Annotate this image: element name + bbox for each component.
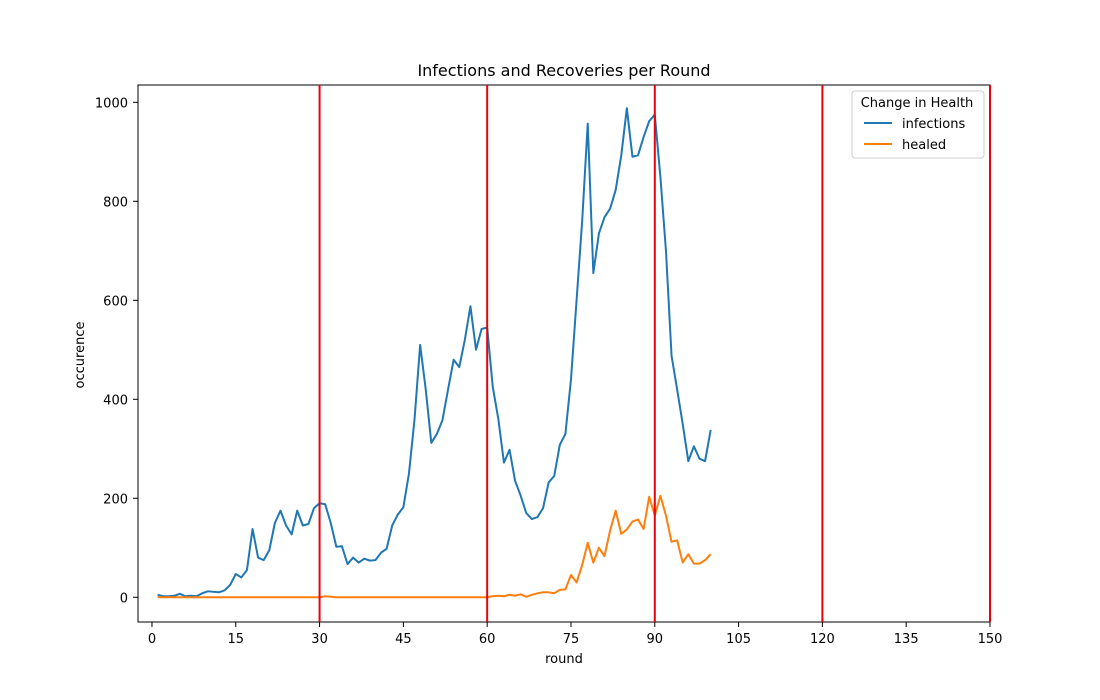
y-tick-label: 0 xyxy=(120,591,128,606)
chart-title: Infections and Recoveries per Round xyxy=(417,61,710,80)
y-tick-label: 800 xyxy=(103,195,128,210)
x-tick-label: 135 xyxy=(894,632,919,647)
series-line-infections xyxy=(157,107,712,598)
legend-title: Change in Health xyxy=(861,96,974,111)
y-tick-label: 600 xyxy=(103,294,128,309)
x-tick-label: 90 xyxy=(647,632,664,647)
x-axis-label: round xyxy=(545,652,583,667)
y-tick-label: 400 xyxy=(103,393,128,408)
legend: Change in Health infections healed xyxy=(851,90,985,159)
legend-label-healed: healed xyxy=(902,138,946,153)
x-tick-label: 120 xyxy=(810,632,835,647)
plot-area: 0 15 30 45 60 75 90 105 120 135 150 0 200 400 600 800 10… xyxy=(95,84,1003,647)
x-tick-label: 60 xyxy=(479,632,496,647)
x-tick-label: 105 xyxy=(726,632,751,647)
y-axis-label: occurence xyxy=(73,322,88,389)
x-tick-label: 45 xyxy=(395,632,412,647)
legend-label-infections: infections xyxy=(902,117,965,132)
x-tick-label: 0 xyxy=(148,632,156,647)
x-tick-label: 15 xyxy=(227,632,244,647)
series-line-healed xyxy=(157,494,712,599)
x-tick-label: 75 xyxy=(563,632,580,647)
y-tick-label: 200 xyxy=(103,492,128,507)
x-tick-label: 150 xyxy=(978,632,1003,647)
x-tick-label: 30 xyxy=(311,632,328,647)
legend-box xyxy=(851,90,985,159)
y-tick-label: 1000 xyxy=(95,96,128,111)
